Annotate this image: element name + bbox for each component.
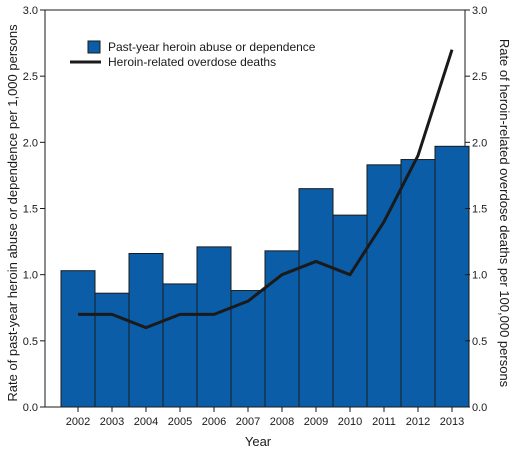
x-tick-label-2011: 2011 bbox=[372, 416, 396, 428]
left-tick-label: 1.0 bbox=[23, 270, 38, 282]
right-tick-label: 1.0 bbox=[472, 270, 487, 282]
legend-label-bars: Past-year heroin abuse or dependence bbox=[108, 40, 316, 54]
left-tick-label: 0.0 bbox=[23, 402, 38, 414]
x-tick-label-2002: 2002 bbox=[66, 416, 90, 428]
bar-2011 bbox=[366, 164, 402, 408]
right-tick-label: 2.0 bbox=[472, 137, 487, 149]
right-axis-ticks: 0.0 0.5 1.0 1.5 2.0 2.5 3.0 bbox=[465, 5, 487, 414]
left-tick-label: 2.5 bbox=[23, 71, 38, 83]
x-tick-label-2006: 2006 bbox=[202, 416, 226, 428]
line-series-overdose-deaths bbox=[78, 49, 454, 330]
right-axis-label: Rate of heroin-related overdose deaths p… bbox=[497, 39, 512, 388]
right-tick-label: 1.5 bbox=[472, 204, 487, 216]
legend: Past-year heroin abuse or dependence Her… bbox=[70, 40, 316, 69]
bar-2007 bbox=[230, 290, 266, 408]
x-tick-label-2012: 2012 bbox=[406, 416, 430, 428]
bar-2004 bbox=[128, 252, 164, 408]
bar-2005 bbox=[162, 283, 198, 408]
x-tick-label-2004: 2004 bbox=[134, 416, 158, 428]
bar-2010 bbox=[332, 214, 368, 408]
bar-2012 bbox=[400, 159, 436, 408]
right-tick-label: 2.5 bbox=[472, 71, 487, 83]
x-tick-label-2008: 2008 bbox=[270, 416, 294, 428]
right-tick-label: 0.5 bbox=[472, 336, 487, 348]
x-tick-label-2007: 2007 bbox=[236, 416, 260, 428]
bar-2003 bbox=[94, 292, 130, 408]
x-axis-label: Year bbox=[245, 434, 272, 449]
legend-label-line: Heroin-related overdose deaths bbox=[108, 55, 276, 69]
left-tick-label: 0.5 bbox=[23, 336, 38, 348]
bar-2002 bbox=[60, 270, 96, 408]
left-tick-label: 1.5 bbox=[23, 204, 38, 216]
right-tick-label: 3.0 bbox=[472, 5, 487, 17]
left-tick-label: 3.0 bbox=[23, 5, 38, 17]
x-axis-ticks: 2002 2003 2004 2005 2006 2007 2008 2009 2010 2011… bbox=[66, 407, 464, 428]
left-axis-ticks: 0.0 0.5 1.0 1.5 2.0 2.5 3.0 bbox=[23, 5, 45, 414]
x-tick-label-2003: 2003 bbox=[100, 416, 124, 428]
bar-2013 bbox=[434, 145, 470, 408]
bar-series bbox=[60, 145, 470, 408]
x-tick-label-2010: 2010 bbox=[338, 416, 362, 428]
bar-2009 bbox=[298, 188, 334, 408]
x-tick-label-2009: 2009 bbox=[304, 416, 328, 428]
left-axis-label: Rate of past-year heroin abuse or depend… bbox=[5, 24, 20, 402]
x-tick-label-2005: 2005 bbox=[168, 416, 192, 428]
left-tick-label: 2.0 bbox=[23, 137, 38, 149]
right-tick-label: 0.0 bbox=[472, 402, 487, 414]
x-tick-label-2013: 2013 bbox=[440, 416, 464, 428]
bar-2006 bbox=[196, 246, 232, 408]
legend-bar-swatch bbox=[87, 40, 101, 54]
